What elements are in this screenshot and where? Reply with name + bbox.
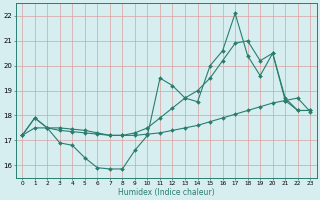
X-axis label: Humidex (Indice chaleur): Humidex (Indice chaleur) bbox=[118, 188, 214, 197]
